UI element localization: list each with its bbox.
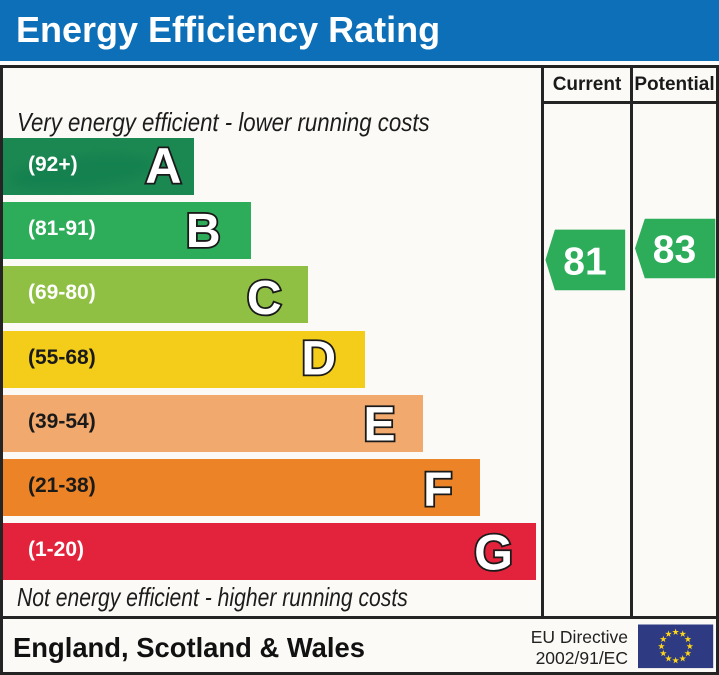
svg-text:C: C xyxy=(247,272,282,325)
svg-text:F: F xyxy=(423,464,452,517)
svg-text:81: 81 xyxy=(563,241,606,284)
svg-text:E: E xyxy=(363,399,395,452)
svg-text:D: D xyxy=(301,333,336,386)
svg-text:G: G xyxy=(474,525,513,581)
svg-text:83: 83 xyxy=(653,229,696,272)
svg-text:B: B xyxy=(186,205,221,258)
svg-text:A: A xyxy=(145,138,181,194)
